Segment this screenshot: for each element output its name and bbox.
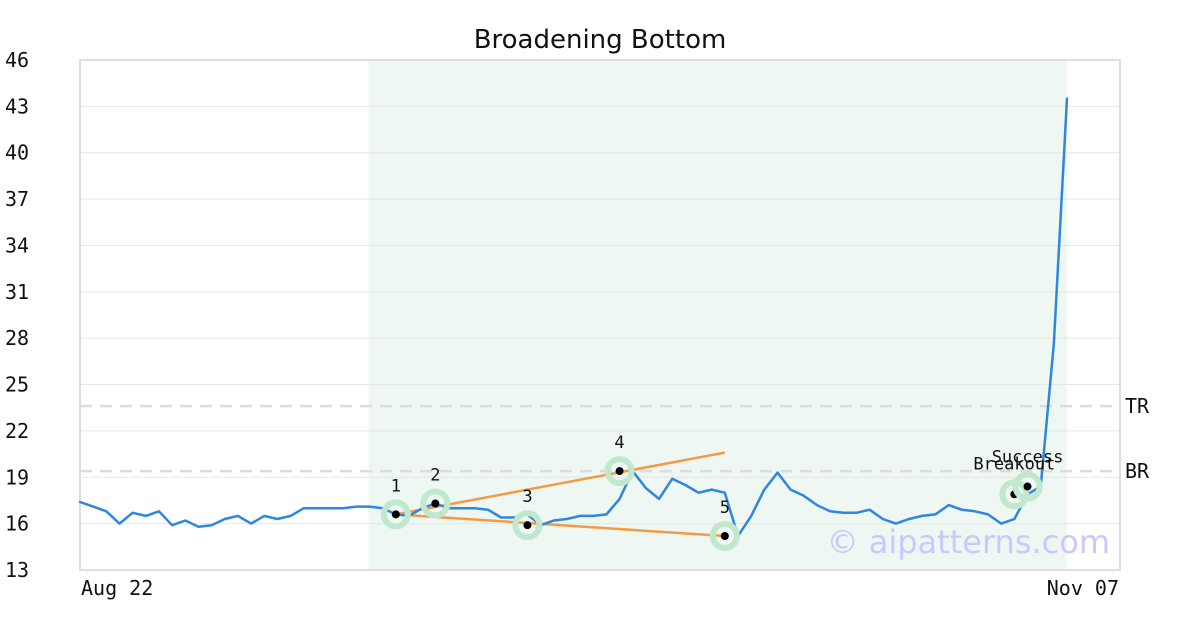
y-tick-label: 46 [5, 48, 29, 72]
point-label-4: 4 [614, 433, 624, 453]
y-tick-label: 13 [5, 558, 29, 582]
y-tick-label: 25 [5, 373, 29, 397]
point-marker [720, 532, 729, 540]
y-tick-label: 37 [5, 187, 29, 211]
point-halo [380, 499, 411, 530]
point-marker [1023, 482, 1032, 491]
point-halo [709, 521, 740, 551]
y-tick-label: 40 [5, 141, 29, 165]
plot-frame [79, 59, 1121, 571]
pattern-region [368, 60, 1067, 570]
point-label-3: 3 [522, 487, 532, 507]
chart-title: Broadening Bottom [474, 25, 727, 55]
trend-line-1 [395, 451, 726, 516]
y-tick-label: 31 [5, 280, 29, 304]
y-tick-label: 16 [5, 512, 29, 536]
point-marker [431, 499, 440, 508]
y-tick-label: 22 [5, 419, 29, 443]
point-marker [391, 510, 400, 519]
y-tick-label: 28 [5, 326, 29, 350]
y-tick-label: 19 [5, 465, 29, 489]
point-label-1: 1 [391, 476, 401, 496]
trend-line-2 [395, 513, 725, 538]
price-line [78, 97, 1069, 538]
y-tick-label: 43 [5, 94, 29, 118]
point-label-breakout: Breakout [973, 454, 1055, 474]
y-tick-label: 34 [5, 233, 29, 257]
point-halo [420, 488, 451, 519]
point-halo [512, 510, 543, 541]
point-halo [604, 456, 635, 487]
point-halo [1012, 471, 1043, 502]
x-tick-label-end: Nov 07 [1047, 576, 1119, 600]
point-label-2: 2 [430, 466, 440, 486]
reference-label-tr: TR [1125, 394, 1150, 418]
point-marker [615, 467, 624, 476]
point-marker [523, 521, 532, 530]
watermark-text: © aipatterns.com [827, 523, 1110, 561]
x-tick-label-start: Aug 22 [81, 576, 153, 600]
point-label-success: Success [992, 448, 1064, 468]
point-label-5: 5 [720, 498, 730, 518]
reference-label-br: BR [1125, 459, 1150, 483]
